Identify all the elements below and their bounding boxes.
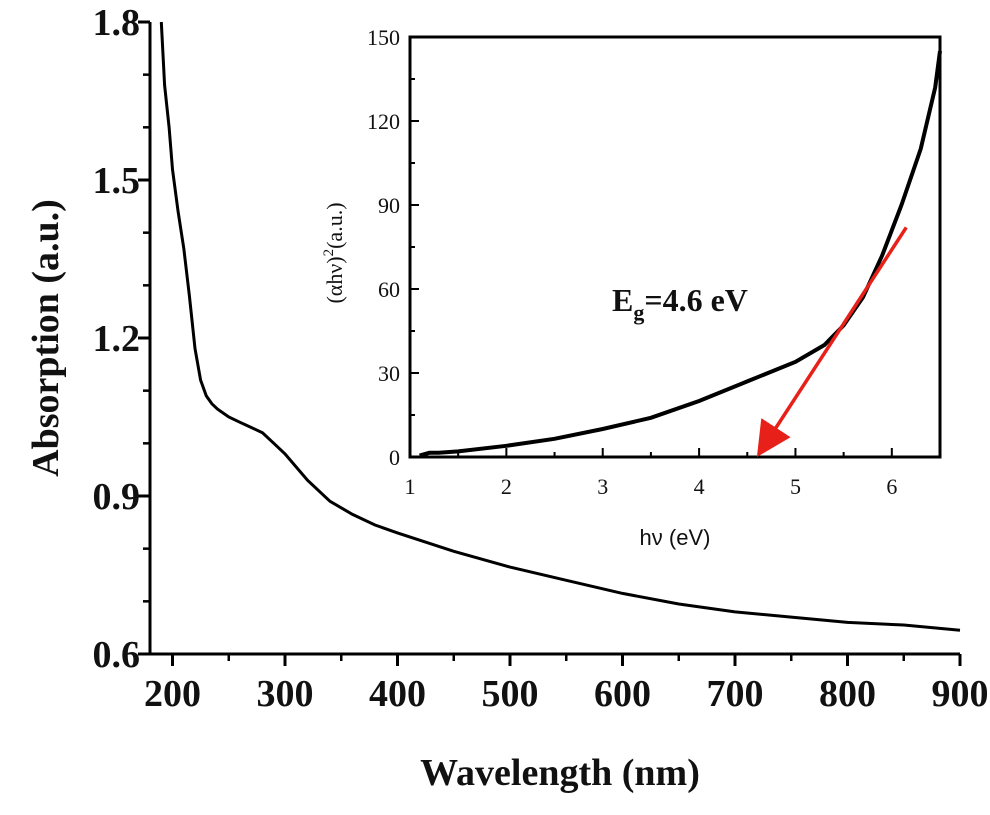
inset-y-tick-label: 150 xyxy=(367,25,400,50)
inset-x-axis-label: hν (eV) xyxy=(640,525,711,550)
inset-x-tick-label: 6 xyxy=(886,474,897,499)
inset-x-tick-label: 5 xyxy=(790,474,801,499)
main-x-tick-label: 500 xyxy=(482,673,539,715)
main-series-line xyxy=(159,21,961,632)
inset-y-axis-label: (αhν)2(a.u.) xyxy=(321,202,347,303)
inset-x-tick-label: 2 xyxy=(501,474,512,499)
main-x-tick-label: 900 xyxy=(932,673,989,715)
main-x-axis-label: Wavelength (nm) xyxy=(420,752,700,794)
main-y-axis-label: Absorption (a.u.) xyxy=(25,199,67,477)
inset-x-tick-label: 4 xyxy=(694,474,705,499)
main-x-tick-label: 400 xyxy=(369,673,426,715)
main-y-tick-label: 0.6 xyxy=(93,634,141,676)
inset-frame xyxy=(408,35,942,459)
inset-y-tick-label: 0 xyxy=(389,445,400,470)
inset-y-tick-label: 90 xyxy=(378,193,400,218)
main-y-tick-label: 1.8 xyxy=(93,2,141,44)
main-y-tick-label: 0.9 xyxy=(93,476,141,518)
inset-y-tick-label: 60 xyxy=(378,277,400,302)
inset-y-tick-label: 120 xyxy=(367,109,400,134)
bandgap-tangent-arrow xyxy=(756,226,908,458)
main-x-tick-label: 600 xyxy=(594,673,651,715)
main-y-tick-label: 1.5 xyxy=(93,160,141,202)
main-x-tick-label: 200 xyxy=(144,673,201,715)
main-x-tick-label: 800 xyxy=(819,673,876,715)
inset-frame-background xyxy=(410,37,940,457)
inset-x-tick-label: 3 xyxy=(597,474,608,499)
main-y-tick-label: 1.2 xyxy=(93,318,141,360)
main-x-tick-label: 700 xyxy=(707,673,764,715)
inset-series-line xyxy=(419,50,942,458)
main-x-tick-label: 300 xyxy=(257,673,314,715)
inset-x-tick-label: 1 xyxy=(405,474,416,499)
bandgap-annotation: Eg=4.6 eV xyxy=(612,282,748,325)
inset-y-tick-label: 30 xyxy=(378,361,400,386)
